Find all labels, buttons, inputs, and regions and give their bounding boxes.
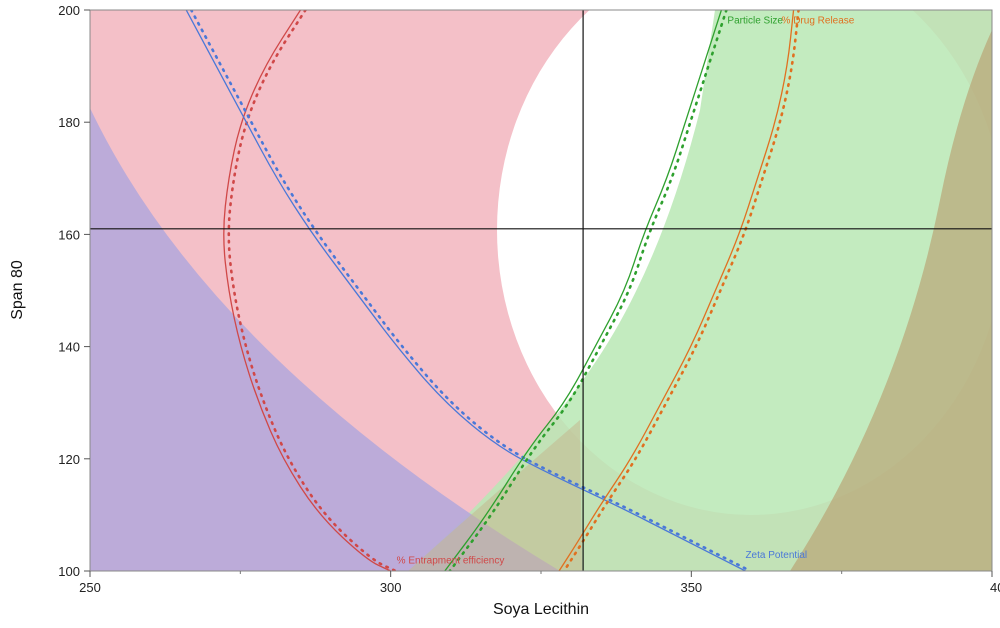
region-overlap <box>408 420 582 571</box>
contour-label-0: % Entrapment efficiency <box>397 555 505 566</box>
series-line-1 <box>185 10 746 571</box>
y-tick-label-1: 120 <box>58 452 80 467</box>
y-tick-label-0: 100 <box>58 564 80 579</box>
y-tick-label-3: 160 <box>58 227 80 242</box>
y-axis: 100 120 140 160 180 200 <box>58 3 90 579</box>
series-dots-0 <box>227 10 397 571</box>
series-line-0 <box>223 10 391 571</box>
x-tick-label-0: 250 <box>79 580 101 595</box>
contour-label-3: % Drug Release <box>782 16 855 27</box>
x-tick-label-3: 40 <box>990 580 1000 595</box>
series-dots-1 <box>189 10 752 571</box>
series-dots-3 <box>562 10 800 571</box>
contour-label-2: Particle Size <box>727 16 783 27</box>
y-axis-title: Span 80 <box>9 260 26 320</box>
shaded-regions <box>90 10 992 571</box>
region-drug-release <box>790 30 992 571</box>
series-layer <box>185 10 800 571</box>
region-particle-size <box>408 10 992 571</box>
contour-label-1: Zeta Potential <box>745 550 807 561</box>
y-tick-label-4: 180 <box>58 115 80 130</box>
series-line-2 <box>444 10 723 571</box>
y-tick-label-5: 200 <box>58 3 80 18</box>
series-dots-2 <box>448 10 728 571</box>
x-tick-label-1: 300 <box>380 580 402 595</box>
series-line-3 <box>558 10 795 571</box>
crosshair <box>90 10 992 571</box>
y-tick-label-2: 140 <box>58 340 80 355</box>
contour-labels: % Entrapment efficiency Zeta Potential Par… <box>397 16 855 567</box>
x-axis: 250 300 350 40 <box>79 571 1000 595</box>
region-zeta-potential <box>90 108 560 571</box>
x-tick-label-2: 350 <box>680 580 702 595</box>
x-axis-title: Soya Lecithin <box>493 601 589 618</box>
